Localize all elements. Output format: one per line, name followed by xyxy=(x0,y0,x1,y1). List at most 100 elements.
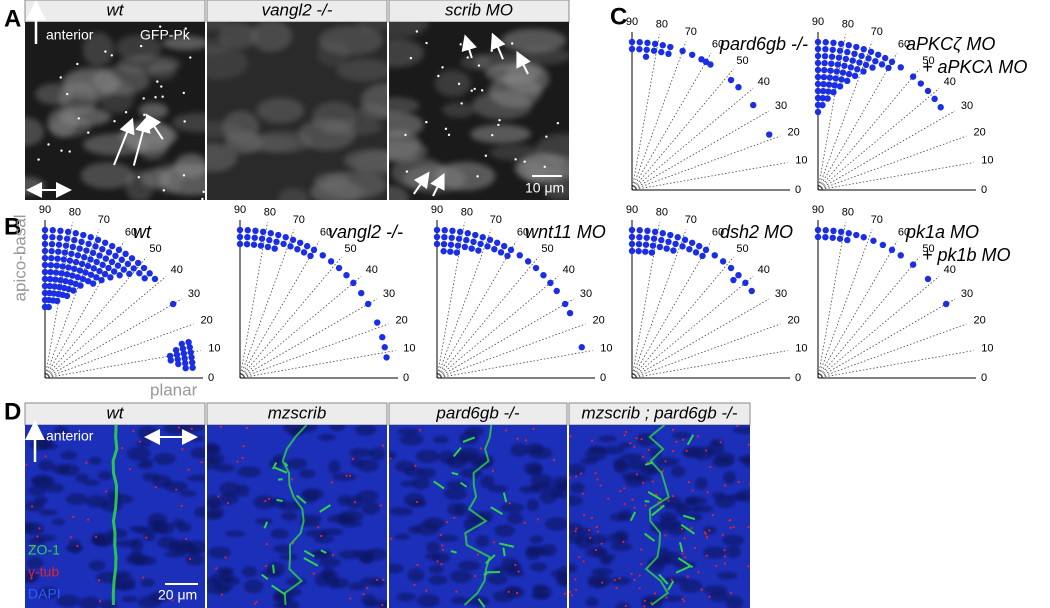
grid-line xyxy=(631,298,770,379)
red-dot xyxy=(436,560,439,563)
dot xyxy=(643,234,650,241)
dot xyxy=(49,227,56,234)
red-dot xyxy=(625,430,628,433)
zo1-branch xyxy=(276,498,283,503)
cell xyxy=(336,58,387,82)
dot xyxy=(924,275,932,283)
nucleus-gap xyxy=(714,452,736,465)
nucleus-gap xyxy=(79,596,100,608)
tick-label: 80 xyxy=(461,206,473,218)
red-dot xyxy=(729,591,732,594)
red-dot xyxy=(382,444,385,447)
zo1-branch xyxy=(686,434,695,446)
red-dot xyxy=(594,548,598,552)
nucleus-gap xyxy=(241,566,258,578)
red-dot xyxy=(516,437,519,440)
cell xyxy=(353,151,387,178)
dot xyxy=(516,252,523,259)
dot xyxy=(547,279,554,287)
dot xyxy=(62,277,69,285)
cell xyxy=(222,110,260,143)
dot xyxy=(79,275,87,283)
dot xyxy=(663,245,670,252)
tick-label: 50 xyxy=(149,243,161,255)
dot xyxy=(76,245,83,252)
tick-label: 90 xyxy=(234,204,246,216)
red-dot xyxy=(633,506,636,509)
dot xyxy=(65,264,72,271)
dot xyxy=(766,131,773,138)
dot xyxy=(96,267,103,275)
dot xyxy=(628,226,636,234)
red-dot xyxy=(425,589,428,592)
nucleus-gap xyxy=(438,450,457,465)
red-dot xyxy=(594,472,597,475)
dot xyxy=(327,258,335,265)
nucleus-gap xyxy=(492,590,514,603)
zo1-branch xyxy=(452,446,462,458)
cell xyxy=(517,160,548,179)
zo1-branch xyxy=(682,514,696,521)
dot xyxy=(273,238,280,246)
nucleus-gap xyxy=(121,595,138,603)
nucleus-gap xyxy=(569,563,578,573)
nucleus-gap xyxy=(37,587,58,599)
zo1-branch xyxy=(274,466,288,474)
red-dot xyxy=(640,438,643,441)
plot-title: wt xyxy=(133,222,152,242)
dot xyxy=(57,277,64,284)
red-dot xyxy=(723,549,726,552)
zo1-branch xyxy=(271,584,286,596)
cell xyxy=(63,67,119,100)
dot xyxy=(53,262,61,269)
puncta xyxy=(447,133,451,137)
puncta xyxy=(47,143,50,146)
dot xyxy=(94,236,102,244)
dot xyxy=(76,267,84,274)
red-dot xyxy=(569,476,571,480)
dot xyxy=(814,226,822,234)
dot xyxy=(909,73,917,80)
tick-label: 30 xyxy=(775,288,787,300)
tick-label: 60 xyxy=(898,38,910,50)
nucleus-gap xyxy=(447,503,463,516)
red-dot xyxy=(633,445,636,448)
dot xyxy=(814,52,822,60)
cell xyxy=(83,133,149,156)
dot xyxy=(828,53,836,60)
nucleus-gap xyxy=(207,456,221,470)
dot xyxy=(96,252,103,259)
red-dot xyxy=(719,441,722,444)
micrograph xyxy=(389,425,567,608)
tick-label: 0 xyxy=(600,372,606,384)
zo1-branch xyxy=(263,521,269,529)
puncta xyxy=(484,154,488,157)
dot xyxy=(486,236,494,244)
red-dot xyxy=(382,578,385,581)
red-dot xyxy=(390,537,393,540)
nucleus-gap xyxy=(339,510,364,522)
red-dot xyxy=(145,536,148,539)
nucleus-gap xyxy=(443,487,467,500)
nucleus-gap xyxy=(672,431,691,439)
puncta xyxy=(113,120,116,123)
plot-title: pard6gb -/- xyxy=(719,34,808,54)
dot xyxy=(472,231,479,239)
nucleus-gap xyxy=(480,475,495,489)
dot xyxy=(41,247,49,255)
red-dot xyxy=(440,544,444,547)
axis-label: planar xyxy=(150,380,198,399)
nucleus-gap xyxy=(143,532,156,542)
red-dot xyxy=(724,484,727,487)
dot xyxy=(59,263,66,270)
cell xyxy=(278,187,310,200)
nucleus-gap xyxy=(243,579,264,594)
dot xyxy=(735,271,742,279)
nucleus-gap xyxy=(140,458,153,465)
red-dot xyxy=(589,536,592,539)
dot xyxy=(845,230,852,237)
red-dot xyxy=(670,578,673,581)
nucleus-gap xyxy=(742,456,750,467)
header-label: mzscrib ; pard6gb -/- xyxy=(582,403,738,422)
red-dot xyxy=(680,527,684,531)
